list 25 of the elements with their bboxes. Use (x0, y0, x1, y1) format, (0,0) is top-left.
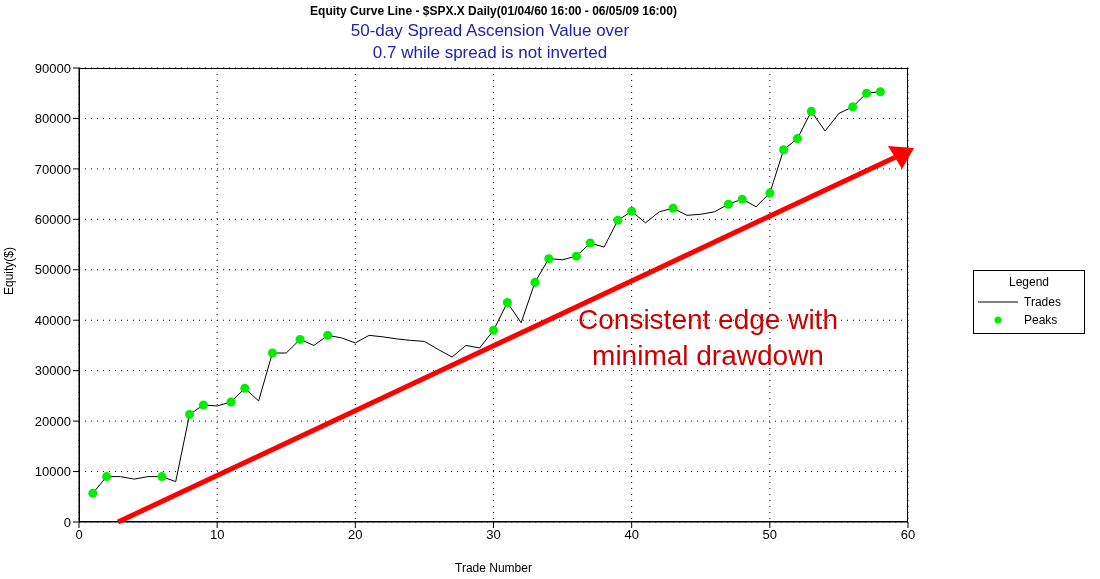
y-axis-title: Equity($) (2, 246, 17, 295)
annotation: Consistent edge with minimal drawdown (578, 303, 838, 373)
x-tick-label: 30 (486, 527, 501, 543)
y-tick-label: 10000 (34, 464, 71, 480)
legend-label: Trades (1024, 295, 1061, 309)
x-tick-label: 20 (348, 527, 363, 543)
y-tick-label: 0 (63, 514, 71, 530)
chart-subtitle: 50-day Spread Ascension Value over 0.7 while spread is not inverted (349, 20, 631, 64)
x-tick-label: 60 (900, 527, 916, 543)
legend-title: Legend (1007, 275, 1050, 289)
y-tick-label: 90000 (34, 60, 71, 76)
x-tick-label: 40 (624, 527, 639, 543)
x-tick-label: 50 (762, 527, 778, 543)
x-tick-label: 10 (209, 527, 225, 543)
y-tick-label: 20000 (34, 413, 71, 429)
y-tick-label: 40000 (34, 312, 71, 328)
x-axis-title: Trade Number (455, 561, 532, 575)
legend-label: Peaks (1024, 313, 1058, 327)
y-tick-label: 50000 (34, 262, 71, 278)
y-tick-label: 60000 (34, 211, 71, 227)
y-tick-label: 70000 (34, 161, 71, 177)
chart-title: Equity Curve Line - $SPX.X Daily(01/04/60 16:00 - 06/05/09 16:00) (309, 4, 678, 18)
y-tick-label: 80000 (34, 111, 71, 127)
x-tick-label: 0 (75, 527, 83, 543)
y-tick-label: 30000 (34, 363, 71, 379)
